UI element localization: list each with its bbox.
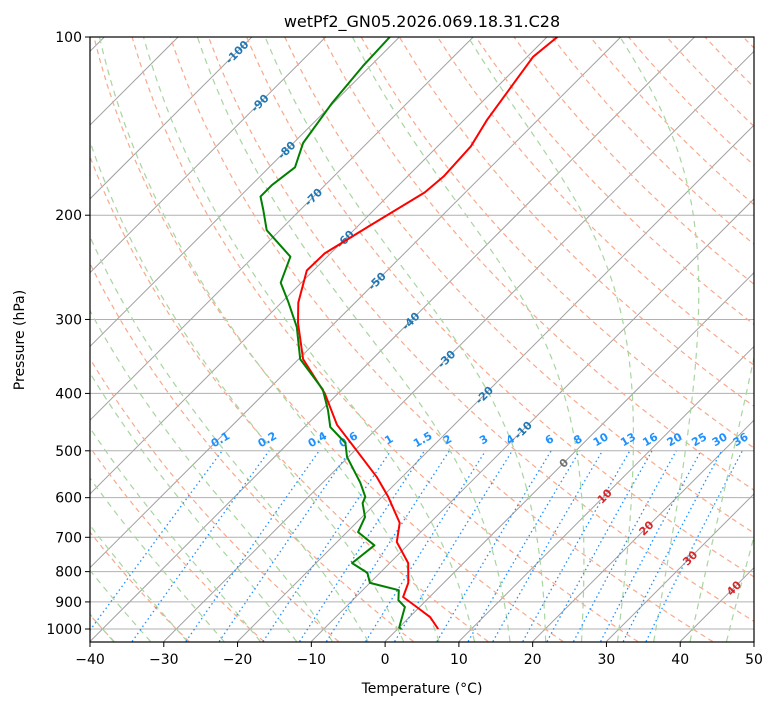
x-tick-label: 10	[450, 652, 468, 668]
y-axis-label: Pressure (hPa)	[12, 290, 28, 390]
x-tick-label: −30	[149, 652, 179, 668]
x-tick-label: 40	[671, 652, 689, 668]
y-tick-label: 200	[55, 208, 82, 224]
y-tick-label: 1000	[46, 622, 82, 638]
y-tick-label: 800	[55, 565, 82, 581]
y-tick-label: 900	[55, 595, 82, 611]
x-axis-label: Temperature (°C)	[361, 681, 483, 697]
y-tick-label: 700	[55, 530, 82, 546]
x-tick-label: 0	[381, 652, 390, 668]
y-tick-label: 500	[55, 444, 82, 460]
x-tick-label: −20	[223, 652, 253, 668]
x-tick-label: 50	[745, 652, 763, 668]
y-tick-label: 300	[55, 312, 82, 328]
y-tick-label: 600	[55, 491, 82, 507]
chart-title: wetPf2_GN05.2026.069.18.31.C28	[284, 12, 560, 32]
x-tick-label: 30	[598, 652, 616, 668]
x-tick-label: −10	[297, 652, 327, 668]
x-tick-label: −40	[75, 652, 105, 668]
x-tick-label: 20	[524, 652, 542, 668]
y-tick-label: 400	[55, 386, 82, 402]
y-tick-label: 100	[55, 30, 82, 46]
